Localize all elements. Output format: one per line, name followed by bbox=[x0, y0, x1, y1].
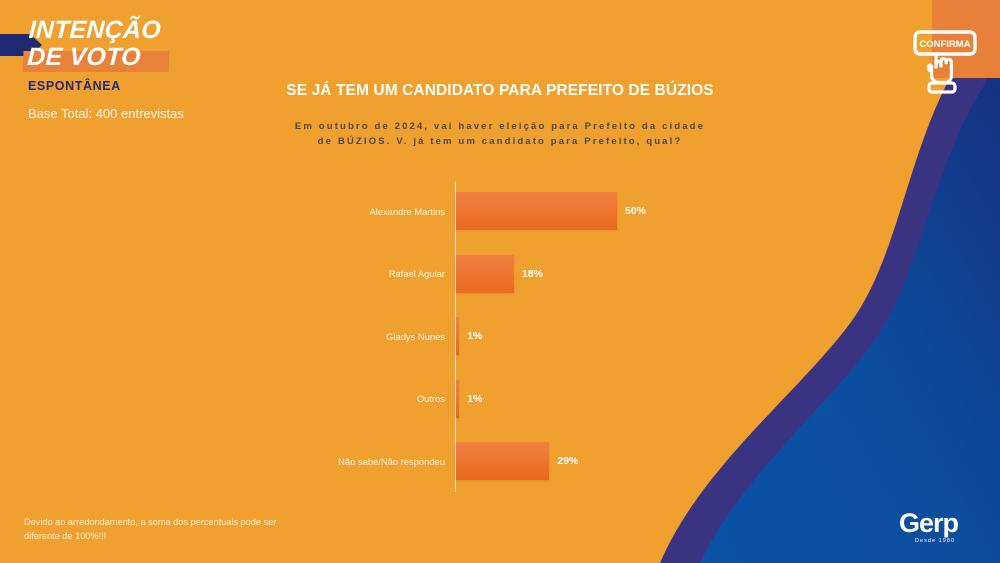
chart-bar-row: Rafael Aguiar 18% bbox=[250, 254, 770, 293]
chart-category-label: Gladys Nunes bbox=[386, 330, 445, 342]
chart-bar bbox=[456, 317, 460, 355]
gerp-logo: Gerp Desde 1980 bbox=[899, 508, 970, 544]
chart-axis-line bbox=[455, 182, 457, 492]
chart-bar bbox=[456, 254, 514, 293]
chart-footnote: Devido ao arredondamento, a soma dos per… bbox=[24, 517, 277, 541]
base-total-label: Base Total: 400 entrevistas bbox=[28, 106, 184, 121]
chart-subtitle: Em outubro de 2024, vai haver eleição pa… bbox=[294, 121, 706, 147]
chart-bar-value-label: 18% bbox=[521, 267, 543, 280]
chart-plot-area: Alexandre Martins 50% Rafael Aguiar 18% Glad… bbox=[250, 182, 770, 492]
chart-category-label: Outros bbox=[416, 393, 445, 404]
gerp-logo-name: Gerp bbox=[899, 508, 959, 538]
chart-bar-row: Alexandre Martins 50% bbox=[250, 192, 770, 230]
page-title-line1: INTENÇÃO bbox=[28, 16, 162, 44]
confirma-badge-label: CONFIRMA bbox=[919, 39, 970, 50]
page-title: INTENÇÃO DE VOTO bbox=[22, 16, 422, 72]
page-title-line2: DE VOTO bbox=[26, 42, 142, 71]
chart-bar-value-label: 1% bbox=[467, 330, 483, 342]
chart-category-label: Não sabe/Não respondeu bbox=[338, 455, 445, 467]
corner-accent-block bbox=[932, 0, 1000, 78]
header: INTENÇÃO DE VOTO ESPONTÂNEA Base Total: … bbox=[0, 16, 422, 121]
chart-bar-row: Gladys Nunes 1% bbox=[250, 317, 770, 355]
chart-bar-row: Não sabe/Não respondeu 29% bbox=[250, 442, 770, 480]
gerp-logo-tagline: Desde 1980 bbox=[915, 538, 955, 544]
chart-bar bbox=[456, 379, 460, 418]
chart-bar-value-label: 50% bbox=[625, 205, 647, 217]
hand-pressing-button-icon: CONFIRMA bbox=[913, 30, 977, 94]
chart-bar-row: Outros 1% bbox=[250, 379, 770, 418]
chart-bar bbox=[456, 192, 617, 230]
page-subtitle-kicker: ESPONTÂNEA bbox=[28, 79, 121, 93]
chart-bar bbox=[456, 442, 550, 480]
chart-category-label: Alexandre Martins bbox=[369, 205, 445, 217]
chart-title: SE JÁ TEM UM CANDIDATO PARA PREFEITO DE … bbox=[286, 82, 714, 99]
chart-bar-value-label: 29% bbox=[557, 455, 579, 467]
chart-bar-value-label: 1% bbox=[467, 392, 483, 405]
chart-category-label: Rafael Aguiar bbox=[388, 268, 445, 279]
